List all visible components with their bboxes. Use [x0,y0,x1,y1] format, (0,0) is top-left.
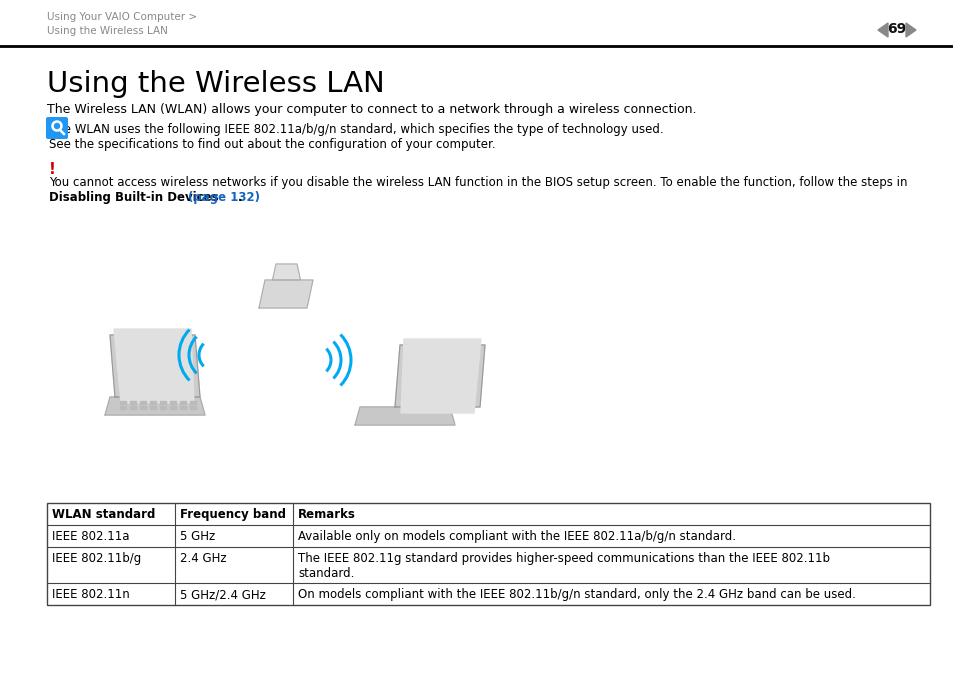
Bar [47,503,929,605]
Text: 2.4 GHz: 2.4 GHz [180,552,227,565]
Text: The IEEE 802.11g standard provides higher-speed communications than the IEEE 802: The IEEE 802.11g standard provides highe… [297,552,829,580]
Text: Using Your VAIO Computer >: Using Your VAIO Computer > [47,12,197,22]
Text: Available only on models compliant with the IEEE 802.11a/b/g/n standard.: Available only on models compliant with … [297,530,735,543]
Text: IEEE 802.11b/g: IEEE 802.11b/g [52,552,141,565]
Polygon shape [877,23,887,37]
Polygon shape [113,329,193,403]
Polygon shape [105,397,205,415]
Text: See the specifications to find out about the configuration of your computer.: See the specifications to find out about… [49,138,496,151]
Polygon shape [273,264,300,280]
Polygon shape [160,401,166,404]
Polygon shape [110,335,200,397]
Polygon shape [120,401,126,404]
Polygon shape [180,406,186,409]
Polygon shape [190,406,195,409]
Text: IEEE 802.11a: IEEE 802.11a [52,530,130,543]
Polygon shape [180,401,186,404]
Polygon shape [130,406,136,409]
Polygon shape [130,401,136,404]
Text: 69: 69 [886,22,905,36]
Text: The Wireless LAN (WLAN) allows your computer to connect to a network through a w: The Wireless LAN (WLAN) allows your comp… [47,103,696,116]
Polygon shape [160,406,166,409]
Text: WLAN standard: WLAN standard [52,508,155,521]
Polygon shape [150,401,156,404]
Polygon shape [140,401,146,404]
Polygon shape [905,23,915,37]
Polygon shape [400,339,480,413]
Text: The WLAN uses the following IEEE 802.11a/b/g/n standard, which specifies the typ: The WLAN uses the following IEEE 802.11a… [49,123,663,136]
Polygon shape [190,401,195,404]
Polygon shape [140,406,146,409]
Text: IEEE 802.11n: IEEE 802.11n [52,588,130,601]
Polygon shape [258,280,313,308]
Text: Using the Wireless LAN: Using the Wireless LAN [47,26,168,36]
Polygon shape [355,407,455,425]
Polygon shape [120,406,126,409]
Text: Disabling Built-in Devices: Disabling Built-in Devices [49,191,222,204]
Polygon shape [395,345,484,407]
Text: Using the Wireless LAN: Using the Wireless LAN [47,70,384,98]
Text: Frequency band: Frequency band [180,508,286,521]
Polygon shape [170,401,175,404]
Text: .: . [238,191,242,204]
Text: (page 132): (page 132) [188,191,260,204]
Text: 5 GHz/2.4 GHz: 5 GHz/2.4 GHz [180,588,266,601]
Text: On models compliant with the IEEE 802.11b/g/n standard, only the 2.4 GHz band ca: On models compliant with the IEEE 802.11… [297,588,855,601]
Text: !: ! [49,162,56,177]
Polygon shape [150,406,156,409]
Text: 5 GHz: 5 GHz [180,530,215,543]
Text: Remarks: Remarks [297,508,355,521]
Text: You cannot access wireless networks if you disable the wireless LAN function in : You cannot access wireless networks if y… [49,176,906,189]
FancyBboxPatch shape [46,117,68,139]
Polygon shape [170,406,175,409]
